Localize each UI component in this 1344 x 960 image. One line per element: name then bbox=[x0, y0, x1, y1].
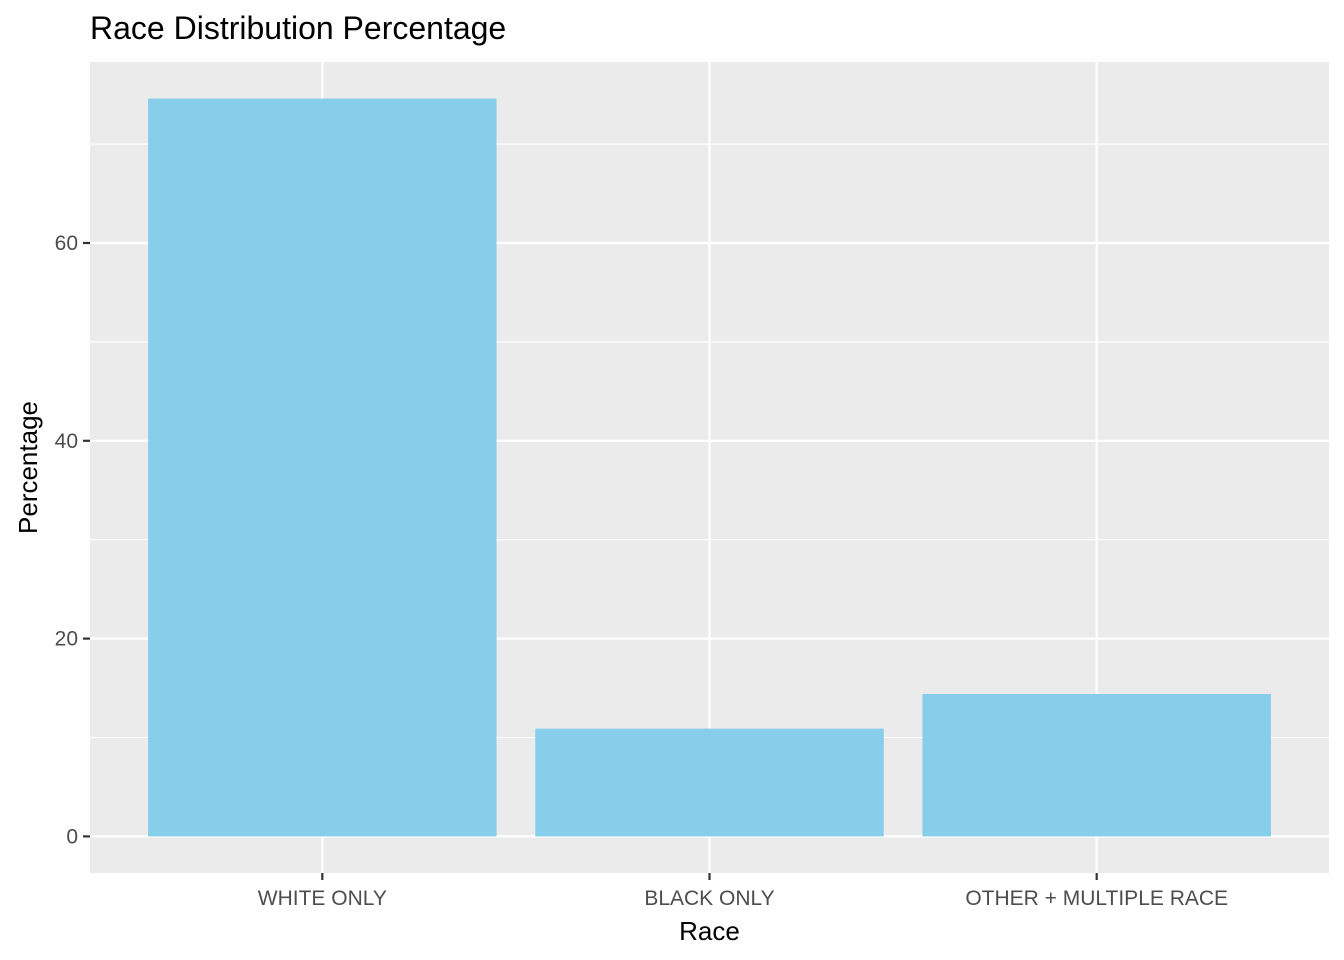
y-tick-label: 60 bbox=[55, 232, 78, 255]
y-tick-label: 20 bbox=[55, 628, 78, 651]
y-tick-label: 40 bbox=[55, 430, 78, 453]
x-axis: WHITE ONLY BLACK ONLY OTHER + MULTIPLE RAC… bbox=[258, 873, 1228, 910]
y-axis-title: Percentage bbox=[13, 401, 43, 534]
bar-0 bbox=[148, 98, 497, 837]
y-axis: 0 20 40 60 bbox=[55, 232, 90, 848]
x-tick-label: WHITE ONLY bbox=[258, 887, 387, 910]
x-tick-label: OTHER + MULTIPLE RACE bbox=[965, 887, 1228, 910]
x-axis-title: Race bbox=[679, 916, 740, 946]
y-tick-label: 0 bbox=[66, 825, 78, 848]
bar-1 bbox=[535, 728, 884, 837]
x-tick-label: BLACK ONLY bbox=[644, 887, 774, 910]
bars bbox=[148, 98, 1271, 837]
bar-2 bbox=[922, 693, 1271, 837]
chart-title: Race Distribution Percentage bbox=[90, 10, 507, 46]
